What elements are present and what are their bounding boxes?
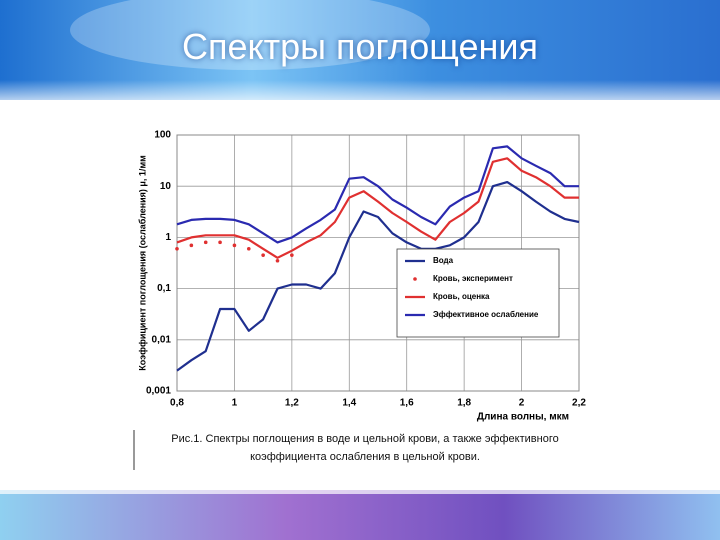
data-point — [275, 258, 280, 263]
series-line — [176, 145, 579, 244]
legend-label: Эффективное ослабление — [433, 310, 539, 319]
y-tick-label: 1 — [165, 232, 171, 243]
y-tick-label: 0,01 — [152, 334, 172, 345]
legend: Вода Кровь, эксперимент Кровь, оценка Эффек… — [396, 248, 560, 338]
x-tick-label: 2,2 — [572, 398, 586, 409]
data-point — [261, 253, 265, 257]
series-line — [176, 181, 580, 372]
legend-box — [396, 248, 560, 338]
x-tick-label: 2 — [519, 398, 525, 409]
y-tick-label: 0,1 — [157, 283, 171, 294]
series-line — [176, 157, 579, 259]
data-point — [203, 240, 208, 245]
data-point — [232, 243, 237, 248]
chart: 0,001 0,01 0,1 1 10 100 0,8 1 1,2 1,4 1,6 1,8 2 2,2Дл… — [133, 125, 590, 470]
legend-label: Вода — [433, 256, 454, 265]
x-tick-label: 1,6 — [400, 398, 414, 409]
data-point — [218, 240, 222, 245]
legend-label: Кровь, эксперимент — [433, 274, 513, 283]
x-tick-label: 0,8 — [170, 398, 184, 409]
data-point — [175, 246, 179, 251]
plot-frame — [176, 134, 580, 392]
x-tick-label: 1,8 — [457, 398, 471, 409]
data-point — [246, 246, 251, 251]
y-tick-label: 100 — [154, 130, 171, 141]
data-point — [290, 253, 294, 257]
legend-label: Кровь, оценка — [433, 292, 490, 301]
x-tick-label: 1 — [232, 398, 238, 409]
x-tick-label: 1,2 — [285, 398, 299, 409]
y-tick-label: 0,001 — [146, 386, 171, 397]
x-tick-label: 1,4 — [342, 398, 356, 409]
legend-swatch — [413, 277, 417, 281]
x-axis-label: Длина волны, мкм — [477, 412, 569, 423]
y-axis-label: Коэффициент поглощения (ослабления) μ, 1… — [137, 155, 147, 371]
slide-title: Спектры поглощения — [181, 26, 539, 67]
y-tick-label: 10 — [160, 181, 172, 192]
chart-caption: Рис.1. Спектры поглощения в воде и цельн… — [171, 433, 559, 463]
data-point — [189, 243, 194, 248]
